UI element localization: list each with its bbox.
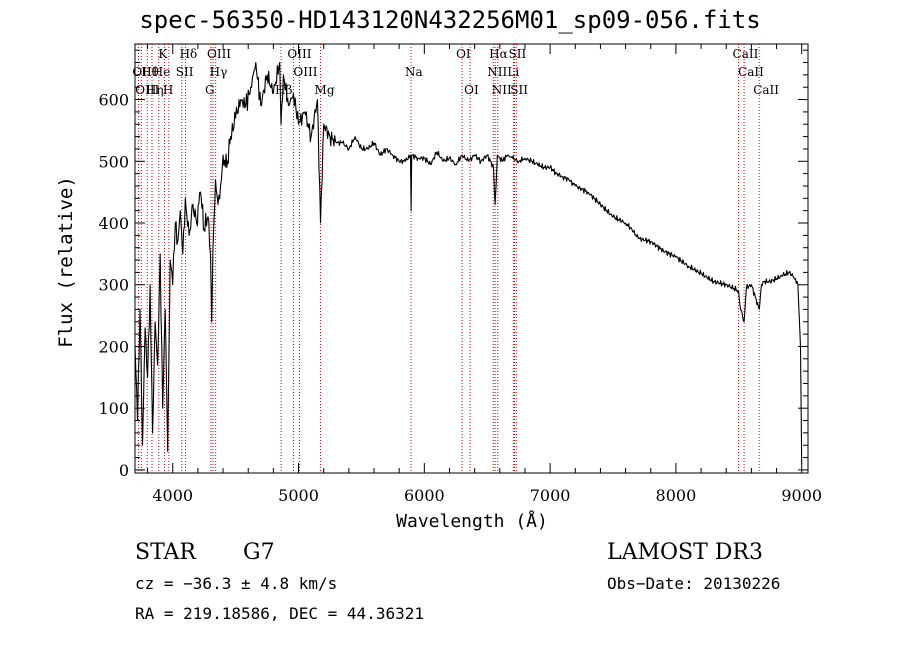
line-marker-label: G xyxy=(205,83,215,97)
line-marker-label: Hδ xyxy=(180,47,198,61)
spectrum-line xyxy=(134,61,803,464)
line-marker-label: K xyxy=(158,47,168,61)
line-marker-label: Hη xyxy=(146,83,164,97)
line-marker-label: OIII xyxy=(287,47,311,61)
line-marker-label: OIII xyxy=(293,65,317,79)
line-marker-label: SII xyxy=(509,47,527,61)
line-marker-label: Na xyxy=(405,65,423,79)
line-marker-label: Mg xyxy=(315,83,335,97)
x-tick-label: 7000 xyxy=(530,486,571,505)
y-tick-label: 600 xyxy=(98,91,129,110)
y-tick-label: 200 xyxy=(98,337,129,356)
line-marker-label: OIII xyxy=(207,47,231,61)
line-marker-label: OI xyxy=(456,47,471,61)
y-tick-label: 300 xyxy=(98,276,129,295)
x-tick-label: 5000 xyxy=(278,486,319,505)
line-marker-label: OII xyxy=(132,65,152,79)
x-tick-label: 8000 xyxy=(656,486,697,505)
line-marker-label: Li xyxy=(507,65,519,79)
line-marker-label: H xyxy=(163,83,173,97)
line-marker-label: SII xyxy=(176,65,194,79)
y-tick-label: 500 xyxy=(98,152,129,171)
line-marker-label: OIII xyxy=(135,83,159,97)
line-marker-label: SII xyxy=(510,83,528,97)
x-tick-label: 6000 xyxy=(404,486,445,505)
redshift-value: cz = −36.3 ± 4.8 km/s xyxy=(135,574,338,593)
subclass: G7 xyxy=(243,540,275,565)
line-marker-label: Hα xyxy=(489,47,508,61)
x-tick-label: 4000 xyxy=(152,486,193,505)
line-marker-label: CaII xyxy=(738,65,764,79)
obs-date: Obs−Date: 20130226 xyxy=(607,574,781,593)
survey-name: LAMOST DR3 xyxy=(607,540,763,565)
chart-title: spec-56350-HD143120N432256M01_sp09-056.f… xyxy=(139,6,761,34)
line-marker-label: Hγ xyxy=(210,65,228,79)
line-marker-label: NII xyxy=(492,83,512,97)
x-axis-label: Wavelength (Å) xyxy=(396,511,548,532)
line-marker-label: OI xyxy=(464,83,479,97)
line-marker-label: Hβ xyxy=(275,83,292,97)
line-marker-label: NII xyxy=(487,65,507,79)
line-marker-label: Hθ xyxy=(141,65,159,79)
y-tick-label: 100 xyxy=(98,399,129,418)
line-marker-label: CaII xyxy=(733,47,759,61)
line-marker-label: CaII xyxy=(753,83,779,97)
plot-frame xyxy=(134,43,809,474)
line-marker-label: He xyxy=(153,65,171,79)
y-tick-label: 0 xyxy=(119,461,129,480)
x-tick-label: 9000 xyxy=(781,486,822,505)
coordinates: RA = 219.18586, DEC = 44.36321 xyxy=(135,604,424,623)
y-tick-label: 400 xyxy=(98,214,129,233)
object-class: STAR xyxy=(135,540,196,565)
